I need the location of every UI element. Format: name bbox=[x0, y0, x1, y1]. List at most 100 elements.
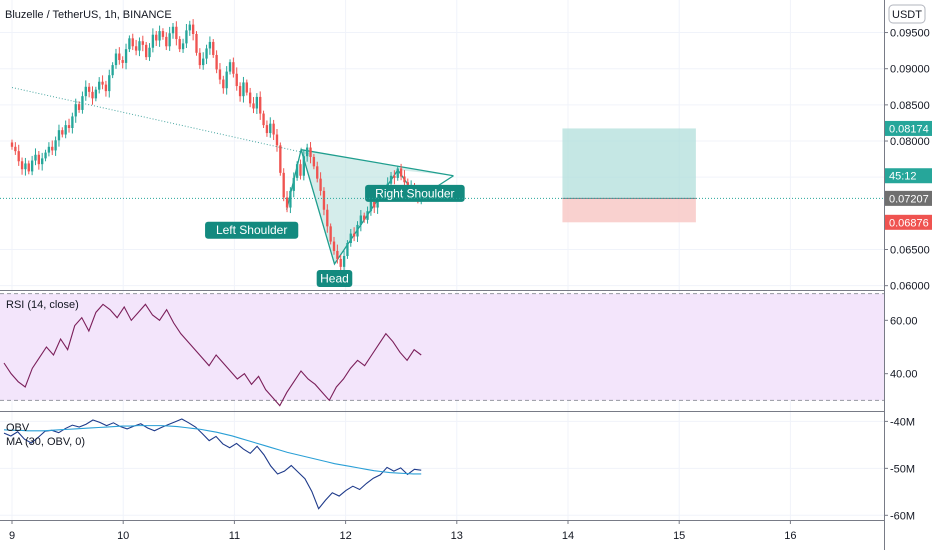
price-badge-box bbox=[885, 120, 932, 136]
candle-body bbox=[91, 91, 94, 99]
price-badge-label: 0.07207 bbox=[889, 193, 929, 205]
stop-zone bbox=[562, 198, 696, 223]
time-tick-label: 16 bbox=[784, 530, 796, 542]
candle-body bbox=[366, 211, 369, 220]
candle-body bbox=[262, 113, 265, 126]
price-tick-label: 0.08500 bbox=[890, 100, 930, 112]
candle-body bbox=[363, 215, 366, 220]
pattern-label-box bbox=[365, 184, 465, 202]
candle-body bbox=[369, 201, 373, 212]
candle-body bbox=[101, 81, 104, 85]
candle-body bbox=[302, 156, 305, 176]
candle-body bbox=[202, 58, 205, 66]
pattern-label: Head bbox=[316, 269, 353, 287]
candle-body bbox=[171, 26, 175, 34]
candle-body bbox=[51, 146, 54, 151]
candle-body bbox=[30, 160, 34, 172]
pattern-fill bbox=[301, 149, 454, 264]
pattern-label-text: Right Shoulder bbox=[375, 186, 454, 200]
price-badges: 0.08174 45:12 0.07207 0.06876 bbox=[885, 120, 932, 230]
pattern-labels: Left Shoulder Head Right Shoulder bbox=[205, 184, 465, 287]
long-position-tool[interactable] bbox=[562, 128, 696, 223]
candle-body bbox=[376, 197, 379, 208]
candle-body bbox=[259, 96, 262, 114]
candle-body bbox=[64, 125, 67, 135]
candle-body bbox=[389, 175, 393, 184]
currency-label: USDT bbox=[892, 9, 922, 21]
candle-body bbox=[248, 92, 252, 104]
price-badge: 0.08174 bbox=[885, 120, 932, 136]
candle-body bbox=[269, 123, 272, 134]
price-axis[interactable]: 0.095000.090000.085000.080000.075000.065… bbox=[884, 28, 930, 523]
candle-body bbox=[181, 43, 185, 50]
candle-body bbox=[272, 123, 275, 135]
candle-body bbox=[352, 233, 356, 237]
candle-body bbox=[144, 44, 148, 58]
candle-body bbox=[322, 190, 326, 210]
obv-ma-line bbox=[3, 425, 422, 475]
candle-body bbox=[212, 41, 215, 55]
pattern-label-box bbox=[316, 269, 353, 287]
candle-body bbox=[81, 96, 84, 110]
candle-body bbox=[104, 84, 108, 92]
candle-body bbox=[399, 168, 403, 177]
candle-body bbox=[94, 89, 98, 99]
candle-body bbox=[61, 130, 64, 135]
candle-body bbox=[393, 175, 396, 178]
price-badge-box bbox=[885, 190, 932, 206]
candle-body bbox=[178, 39, 181, 50]
price-tick-label: 0.09500 bbox=[890, 28, 930, 40]
candle-body bbox=[175, 26, 178, 40]
candle-body bbox=[316, 166, 319, 179]
currency-button[interactable]: USDT bbox=[888, 4, 926, 24]
candle-body bbox=[228, 62, 232, 72]
pattern-label: Left Shoulder bbox=[205, 221, 299, 239]
time-tick-label: 13 bbox=[451, 530, 463, 542]
candle-body bbox=[57, 130, 61, 141]
candle-body bbox=[67, 125, 71, 129]
candle-body bbox=[188, 24, 191, 31]
pattern-label-text: Head bbox=[320, 271, 349, 285]
rsi-tick-label: 40.00 bbox=[890, 369, 918, 381]
candle-body bbox=[292, 177, 295, 191]
candle-body bbox=[265, 125, 269, 134]
pattern-label-box bbox=[205, 221, 299, 239]
candle-body bbox=[118, 53, 121, 61]
candle-body bbox=[279, 145, 282, 173]
candle-body bbox=[238, 86, 242, 97]
price-badge: 0.06876 bbox=[885, 214, 932, 230]
time-tick-label: 12 bbox=[339, 530, 351, 542]
candle-body bbox=[47, 146, 51, 153]
candle-body bbox=[158, 31, 161, 41]
candle-body bbox=[252, 103, 255, 109]
candle-body bbox=[218, 69, 222, 80]
obv-title: OBV bbox=[6, 422, 30, 434]
obv-tick-label: -50M bbox=[890, 463, 915, 475]
candle-body bbox=[245, 82, 248, 93]
candle-body bbox=[54, 140, 57, 151]
rsi-line bbox=[3, 303, 422, 407]
candle-body bbox=[349, 233, 352, 243]
candle-body bbox=[326, 209, 329, 227]
candle-body bbox=[17, 151, 20, 162]
candle-body bbox=[161, 31, 165, 37]
candle-body bbox=[373, 201, 376, 208]
candle-body bbox=[289, 190, 292, 208]
obv-ma-title: MA (30, OBV, 0) bbox=[6, 436, 85, 448]
price-badge-box bbox=[885, 168, 932, 184]
candlestick-series bbox=[10, 19, 423, 274]
time-axis[interactable]: 9 10 11 12 13 14 15 16 bbox=[9, 520, 797, 542]
candle-body bbox=[285, 197, 289, 208]
candle-body bbox=[191, 24, 195, 34]
pattern-label: Right Shoulder bbox=[365, 184, 465, 202]
price-tick-label: 0.08000 bbox=[890, 136, 930, 148]
rsi-band bbox=[0, 293, 884, 401]
price-badge-label: 0.06876 bbox=[889, 217, 929, 229]
candle-body bbox=[131, 38, 134, 47]
candle-body bbox=[222, 79, 225, 89]
candle-body bbox=[84, 86, 87, 97]
chart-title: Bluzelle / TetherUS, 1h, BINANCE bbox=[5, 9, 172, 21]
candle-body bbox=[255, 96, 259, 109]
candle-body bbox=[41, 158, 44, 165]
